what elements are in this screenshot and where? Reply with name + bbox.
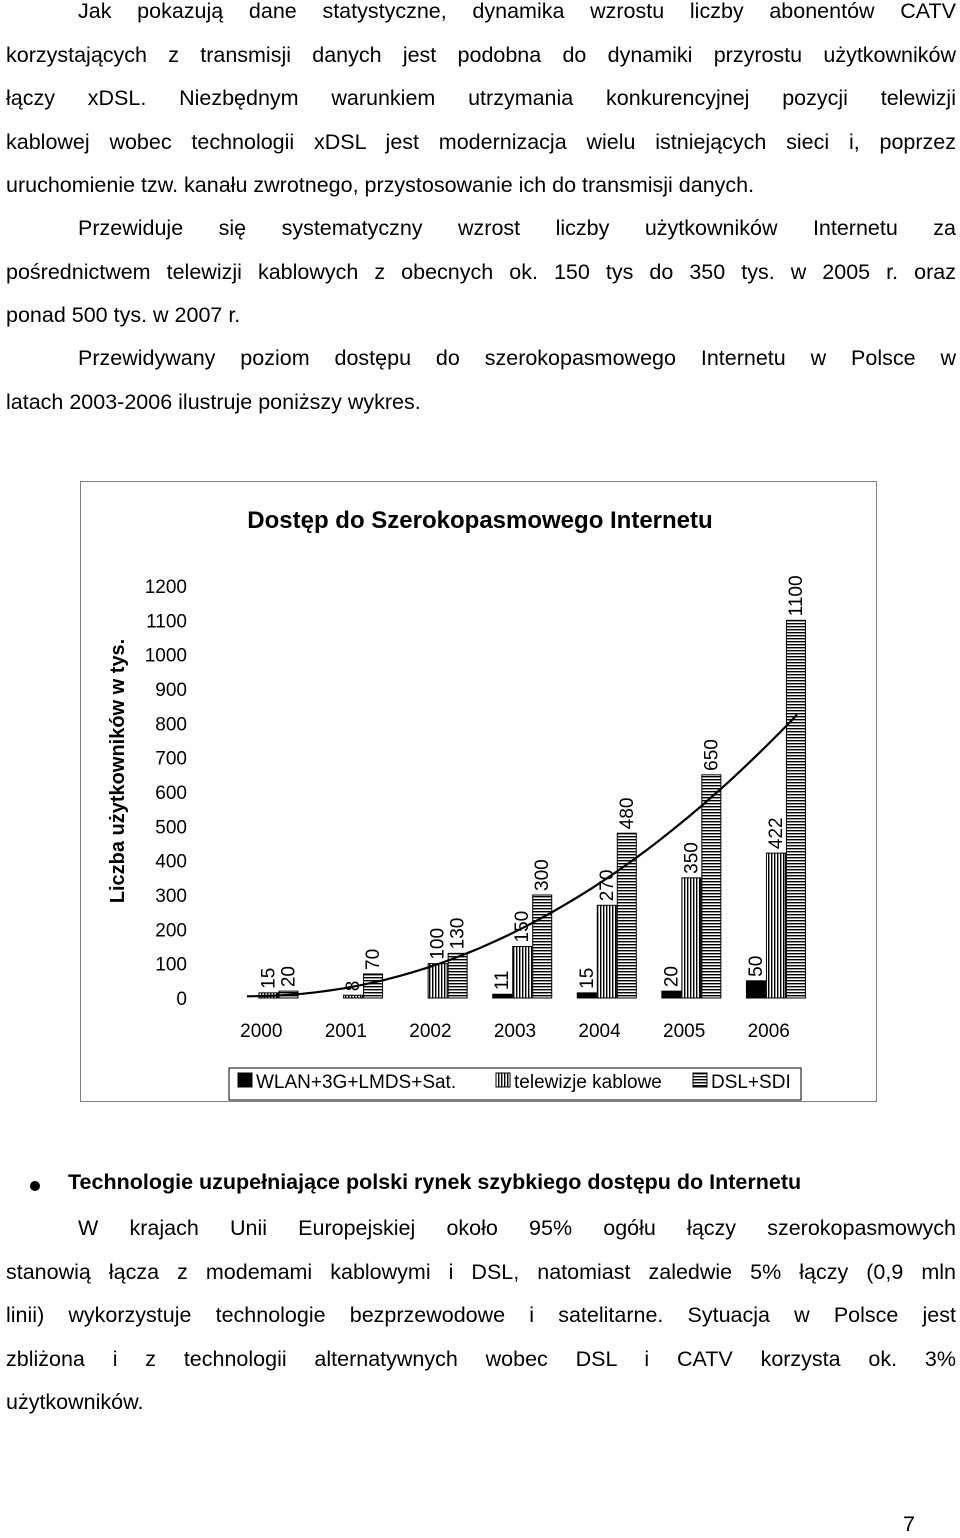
text-line: pośrednictwem telewizji kablowych z obec… [6,259,956,284]
data-label: 70 [363,949,384,970]
bar-vertical-2001 [343,994,364,999]
bar-vertical-2005 [681,877,702,999]
data-label: 15 [259,968,280,989]
trend-curve [246,714,798,998]
x-axis-ticks: 2000 2001 2002 2003 2004 2005 2006 [240,1021,790,1042]
paragraph-intro-3: Przewidywany poziom dostępu do szerokopa… [6,337,956,424]
text-line: łączy xDSL. Niezbędnym warunkiem utrzyma… [6,86,956,110]
bar-horizontal-2005 [701,774,722,999]
data-label: 11 [492,970,513,990]
legend-label-cable: telewizje kablowe [514,1072,662,1093]
text-line: uruchomienie tzw. kanału zwrotnego, przy… [6,173,755,197]
page-number: 7 [903,1512,915,1536]
bar-horizontal-2002 [447,952,468,999]
y-tick-label: 600 [155,783,187,804]
text-line: użytkowników. [6,1390,144,1414]
x-tick-label: 2002 [409,1021,451,1042]
bar-solid-2005 [661,990,682,999]
bar-vertical-2006 [765,852,786,999]
text-line: ponad 500 tys. w 2007 r. [6,303,241,327]
data-label: 130 [448,918,469,950]
data-label: 300 [532,859,553,891]
data-label: 100 [428,928,449,960]
paragraph-section: W krajach Unii Europejskiej około 95% og… [6,1207,956,1425]
y-tick-label: 300 [155,886,187,907]
bar-horizontal-2004 [616,832,637,999]
text-line: linii) wykorzystuje technologie bezprzew… [6,1303,956,1327]
text-line: korzystających z transmisji danych jest … [6,42,956,67]
bar-vertical-2004 [596,904,617,999]
bars: 15 20 870 100 130111503001527048020350650504… [258,575,807,999]
text-line: Przewidywany poziom dostępu do szerokopa… [78,346,956,370]
y-tick-label: 0 [176,989,187,1010]
legend-label-wlan: WLAN+3G+LMDS+Sat. [256,1072,456,1093]
paragraph-intro-1: Jak pokazują dane statystyczne, dynamika… [6,0,956,208]
y-tick-label: 900 [155,680,187,701]
bar-horizontal-2003 [532,894,553,999]
bar-solid-2003 [492,993,513,999]
bullet-icon [30,1181,40,1191]
bar-solid-2004 [576,992,597,999]
data-label: 20 [661,966,682,987]
legend-swatch-dsl [692,1072,708,1088]
data-label: 15 [577,968,598,989]
data-label: 650 [701,739,722,771]
y-tick-label: 1000 [145,646,187,667]
legend-swatch-wlan [237,1072,253,1088]
bar-horizontal-2006 [785,619,806,999]
text-line: kablowej wobec technologii xDSL jest mod… [6,129,956,154]
x-tick-label: 2000 [240,1021,282,1042]
bar-solid-2006 [745,980,766,999]
y-axis-label: Liczba użytkowników w tys. [107,639,129,904]
data-label: 150 [512,911,533,943]
text-line: W krajach Unii Europejskiej około 95% og… [78,1216,956,1240]
text-line: Jak pokazują dane statystyczne, dynamika… [78,0,956,23]
bar-vertical-2003 [512,946,533,999]
y-tick-label: 400 [155,852,187,873]
data-label: 50 [746,956,767,977]
y-tick-label: 700 [155,749,187,770]
y-tick-label: 800 [155,714,187,735]
y-tick-label: 500 [155,817,187,838]
data-label: 270 [597,870,618,902]
bar-horizontal-2001 [363,973,384,999]
legend-swatch-cable [495,1072,511,1088]
legend: WLAN+3G+LMDS+Sat. telewizje kablowe DSL+… [228,1067,802,1101]
y-tick-label: 100 [155,955,187,976]
chart-title: Dostęp do Szerokopasmowego Internetu [247,507,712,534]
y-tick-label: 1200 [145,577,187,598]
chart-frame: Dostęp do Szerokopasmowego Internetu Lic… [80,481,877,1102]
bar-chart: Dostęp do Szerokopasmowego Internetu Lic… [107,507,807,1101]
x-tick-label: 2001 [325,1021,367,1042]
legend-label-dsl: DSL+SDI [711,1072,791,1093]
data-label: 20 [279,966,300,987]
bar-vertical-2002 [427,963,448,999]
x-tick-label: 2005 [663,1021,705,1042]
text-line: stanowią łącza z modemami kablowymi i DS… [6,1259,956,1284]
x-tick-label: 2004 [578,1021,621,1042]
x-tick-label: 2006 [748,1021,790,1042]
data-label: 480 [617,797,638,829]
y-axis-ticks: 0 100 200 300 400 500 600 700 800 900 1000 1100 1200 [145,577,187,1010]
text-line: latach 2003-2006 ilustruje poniższy wykr… [6,389,421,414]
y-tick-label: 1100 [146,611,187,632]
section-heading: Technologie uzupełniające polski rynek s… [68,1170,802,1194]
data-label: 422 [766,817,787,849]
data-label: 350 [681,842,702,874]
data-label: 1100 [786,575,807,616]
paragraph-intro-2: Przewiduje się systematyczny wzrost licz… [6,207,956,338]
x-tick-label: 2003 [494,1021,536,1042]
y-tick-label: 200 [155,920,187,941]
text-line: zbliżona i z technologii alternatywnych … [6,1346,956,1371]
text-line: Przewiduje się systematyczny wzrost licz… [78,216,956,240]
